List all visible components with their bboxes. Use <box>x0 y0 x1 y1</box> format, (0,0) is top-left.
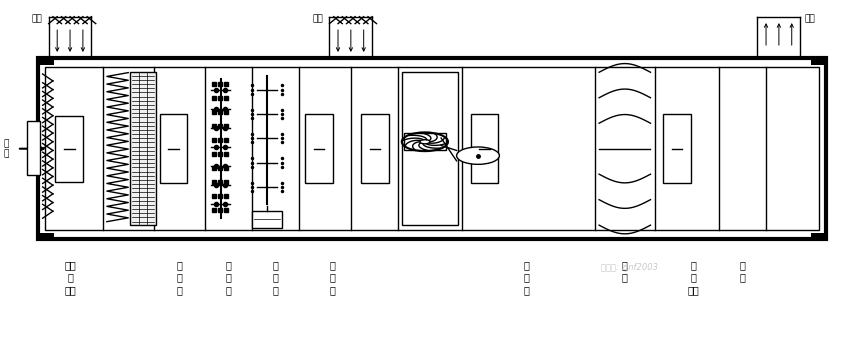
Bar <box>810 58 826 65</box>
Text: 装
中
正段: 装 中 正段 <box>688 260 699 295</box>
Text: 表
冷
段: 表 冷 段 <box>177 260 183 295</box>
Text: 出
段: 出 段 <box>739 260 745 282</box>
Circle shape <box>457 147 500 164</box>
Text: 混初
效
合段: 混初 效 合段 <box>64 260 76 295</box>
Bar <box>404 133 445 150</box>
Bar <box>45 67 819 231</box>
Text: 回风: 回风 <box>32 14 42 23</box>
Text: 加
热
段: 加 热 段 <box>225 260 231 295</box>
Text: 出风: 出风 <box>804 14 816 23</box>
Bar <box>28 121 40 175</box>
Bar <box>361 114 388 184</box>
Bar <box>160 114 187 184</box>
Bar <box>55 116 83 182</box>
Bar <box>306 114 333 184</box>
Text: 表
冷
段: 表 冷 段 <box>329 260 335 295</box>
Bar <box>470 114 498 184</box>
Bar <box>38 58 826 239</box>
Bar <box>251 210 282 228</box>
Text: 加
湿
段: 加 湿 段 <box>273 260 279 295</box>
Bar <box>130 72 155 225</box>
Text: 中
段: 中 段 <box>622 260 627 282</box>
Bar <box>38 58 54 65</box>
Text: 回风: 回风 <box>312 14 323 23</box>
Bar <box>664 114 690 184</box>
Bar <box>810 233 826 239</box>
Text: 风
机
段: 风 机 段 <box>523 260 529 295</box>
Bar <box>38 233 54 239</box>
Bar <box>402 72 458 225</box>
Text: 微信号: zjnf2003: 微信号: zjnf2003 <box>601 263 658 273</box>
Text: 新
风: 新 风 <box>3 139 9 158</box>
